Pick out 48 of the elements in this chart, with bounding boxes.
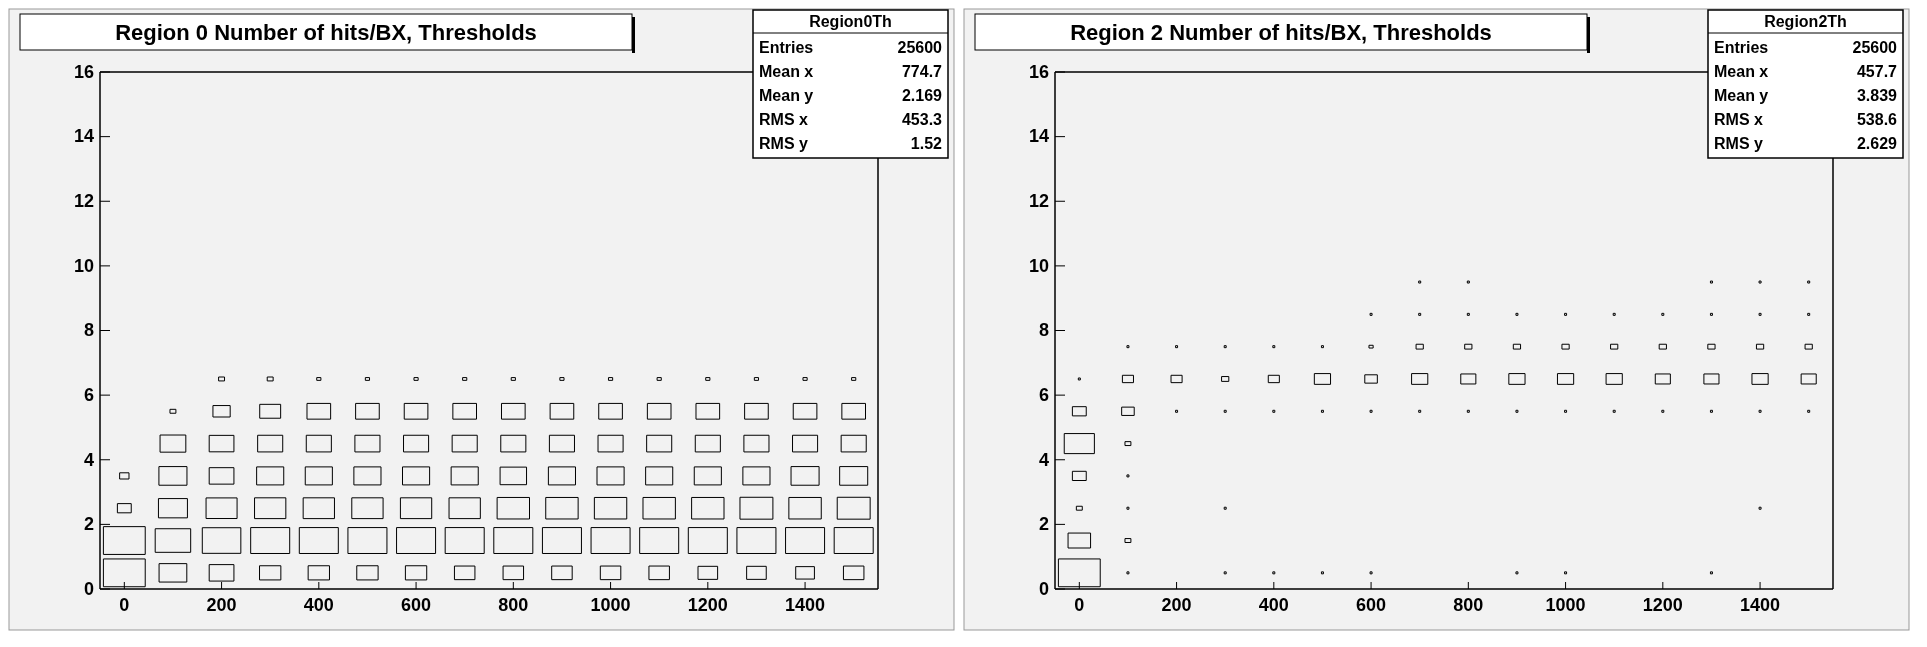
x-tick-label: 1000 bbox=[1545, 595, 1586, 615]
y-tick-label: 10 bbox=[1028, 255, 1049, 276]
y-tick-label: 2 bbox=[83, 514, 94, 535]
text: Mean x 457.7 bbox=[1714, 63, 1897, 80]
x-tick-label: 800 bbox=[498, 595, 529, 615]
y-tick-label: 16 bbox=[73, 61, 94, 82]
x-tick-label: 1200 bbox=[687, 595, 728, 615]
x-tick-label: 600 bbox=[401, 595, 432, 615]
y-tick-label: 10 bbox=[73, 255, 94, 276]
x-tick-label: 400 bbox=[303, 595, 334, 615]
text: RMS x 538.6 bbox=[1714, 111, 1897, 128]
x-tick-label: 1200 bbox=[1642, 595, 1683, 615]
y-tick-label: 12 bbox=[73, 191, 94, 212]
text: Entries 25600 bbox=[759, 39, 942, 56]
y-tick-label: 6 bbox=[83, 384, 94, 405]
y-tick-label: 0 bbox=[83, 578, 94, 599]
chart-title: Region 2 Number of hits/BX, Thresholds bbox=[1070, 20, 1492, 45]
text: Region2Th bbox=[1764, 13, 1847, 30]
x-tick-label: 400 bbox=[1258, 595, 1289, 615]
x-tick-label: 200 bbox=[206, 595, 237, 615]
x-tick-label: 1000 bbox=[590, 595, 631, 615]
x-tick-label: 1400 bbox=[1740, 595, 1781, 615]
y-tick-label: 12 bbox=[1028, 191, 1049, 212]
y-tick-label: 4 bbox=[83, 449, 94, 470]
x-tick-label: 600 bbox=[1356, 595, 1387, 615]
text: Region0Th bbox=[809, 13, 892, 30]
y-tick-label: 8 bbox=[83, 320, 94, 341]
x-tick-label: 200 bbox=[1161, 595, 1192, 615]
y-tick-label: 0 bbox=[1038, 578, 1049, 599]
text: RMS x 453.3 bbox=[759, 111, 942, 128]
y-tick-label: 16 bbox=[1028, 61, 1049, 82]
y-tick-label: 8 bbox=[1038, 320, 1049, 341]
text: Entries 25600 bbox=[1714, 39, 1897, 56]
text: Mean x 774.7 bbox=[759, 63, 942, 80]
x-tick-label: 0 bbox=[119, 595, 130, 615]
y-tick-label: 14 bbox=[1028, 126, 1049, 147]
y-tick-label: 2 bbox=[1038, 514, 1049, 535]
x-tick-label: 800 bbox=[1453, 595, 1484, 615]
y-tick-label: 6 bbox=[1038, 384, 1049, 405]
text: RMS y 2.629 bbox=[1714, 135, 1897, 152]
chart-title: Region 0 Number of hits/BX, Thresholds bbox=[115, 20, 537, 45]
text: RMS y 1.52 bbox=[759, 135, 942, 152]
text: Mean y 2.169 bbox=[759, 87, 942, 104]
text: Mean y 3.839 bbox=[1714, 87, 1897, 104]
x-tick-label: 1400 bbox=[785, 595, 826, 615]
y-tick-label: 4 bbox=[1038, 449, 1049, 470]
y-tick-label: 14 bbox=[73, 126, 94, 147]
x-tick-label: 0 bbox=[1074, 595, 1085, 615]
